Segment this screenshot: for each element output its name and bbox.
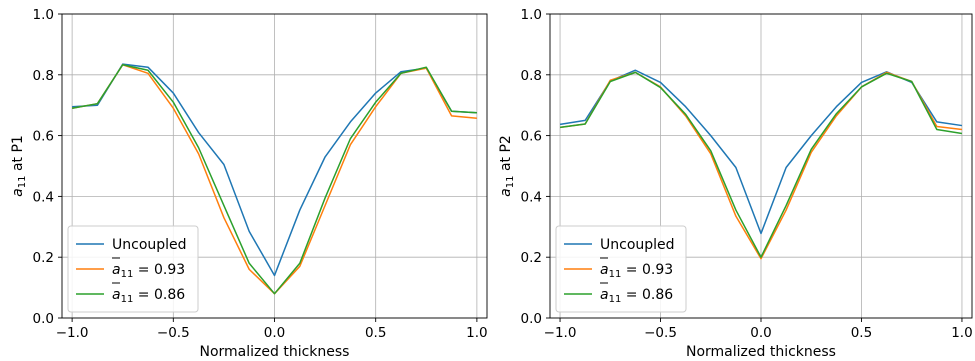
y-tick-label: 1.0 (33, 7, 54, 23)
legend-label-1: Uncoupled (112, 237, 187, 253)
legend-box (555, 225, 687, 313)
legend-label-3-base: a (600, 287, 609, 303)
x-tick-label: 0.0 (750, 325, 771, 341)
y-axis-label-suffix: at P2 (498, 135, 514, 175)
chart-panel-1: −1.0 −0.5 0.0 0.5 1.0 0.0 0.2 0.4 0.6 0.8 1.0 Norma… (10, 7, 488, 360)
legend-label-2: a11 = 0.93 (600, 262, 673, 280)
legend-label-3-sub: 11 (609, 294, 622, 305)
legend-label-2-sub: 11 (121, 269, 134, 280)
y-tick-label: 1.0 (521, 7, 542, 23)
x-axis-label: Normalized thickness (200, 344, 350, 360)
x-tick-label: 1.0 (466, 325, 487, 341)
y-axis-label-sub: 11 (17, 176, 28, 189)
y-tick-label: 0.8 (521, 68, 542, 84)
legend-label-2: a11 = 0.93 (112, 262, 185, 280)
legend-label-2-suffix: = 0.93 (133, 262, 185, 278)
legend-label-1: Uncoupled (600, 237, 675, 253)
y-tick-label: 0.2 (521, 250, 542, 266)
legend-label-3-sub: 11 (121, 294, 134, 305)
legend-label-3-suffix: = 0.86 (133, 287, 185, 303)
legend-label-1-text: Uncoupled (112, 237, 187, 253)
y-tick-label: 0.4 (33, 189, 54, 205)
legend-label-2-sub: 11 (609, 269, 622, 280)
x-tick-label: −0.5 (644, 325, 677, 341)
legend-label-3-suffix: = 0.86 (621, 287, 673, 303)
y-tick-label: 0.2 (33, 250, 54, 266)
series-line-3 (559, 71, 963, 258)
x-tick-label: 1.0 (951, 325, 972, 341)
y-tick-label: 0.6 (33, 129, 54, 145)
x-tick-label: 0.0 (264, 325, 285, 341)
y-axis-label: a11 at P2 (498, 135, 516, 197)
legend-label-2-suffix: = 0.93 (621, 262, 673, 278)
y-axis-label-sub: 11 (505, 176, 516, 189)
y-axis-label-base: a (498, 188, 514, 197)
y-axis-label-base: a (10, 188, 26, 197)
x-tick-label: −1.0 (56, 325, 89, 341)
x-axis-label: Normalized thickness (686, 344, 836, 360)
legend-label-3: a11 = 0.86 (600, 287, 673, 305)
y-axis-label: a11 at P1 (10, 135, 28, 197)
series-line-3 (71, 64, 477, 295)
y-axis-label-suffix: at P1 (10, 135, 26, 175)
legend-label-3-base: a (112, 287, 121, 303)
y-tick-label: 0.4 (521, 189, 542, 205)
x-tick-label: −0.5 (157, 325, 190, 341)
x-tick-label: 0.5 (365, 325, 386, 341)
x-tick-label: −1.0 (544, 325, 577, 341)
legend-label-2-base: a (112, 262, 121, 278)
legend-label-2-base: a (600, 262, 609, 278)
y-tick-label: 0.0 (521, 311, 542, 327)
legend-label-1-text: Uncoupled (600, 237, 675, 253)
y-tick-label: 0.0 (33, 311, 54, 327)
chart-panel-2: −1.0 −0.5 0.0 0.5 1.0 0.0 0.2 0.4 0.6 0.8 1.0 Norma… (498, 7, 973, 360)
y-tick-label: 0.8 (33, 68, 54, 84)
y-tick-label: 0.6 (521, 129, 542, 145)
legend-label-3: a11 = 0.86 (112, 287, 185, 305)
legend-box (67, 225, 199, 313)
x-tick-label: 0.5 (851, 325, 872, 341)
